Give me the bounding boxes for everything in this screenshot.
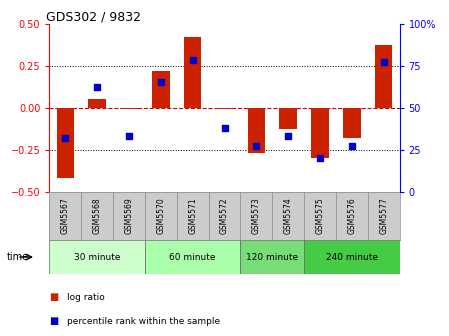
Text: GSM5567: GSM5567 xyxy=(61,198,70,234)
Bar xyxy=(57,108,74,178)
Text: 120 minute: 120 minute xyxy=(246,253,298,261)
Bar xyxy=(304,240,400,274)
Text: GSM5576: GSM5576 xyxy=(348,198,357,234)
Text: GSM5574: GSM5574 xyxy=(284,198,293,234)
Text: GSM5571: GSM5571 xyxy=(188,198,197,234)
Text: ■: ■ xyxy=(49,316,59,326)
Text: GSM5572: GSM5572 xyxy=(220,198,229,234)
Text: log ratio: log ratio xyxy=(67,293,105,302)
Text: GSM5568: GSM5568 xyxy=(92,198,101,234)
Text: 30 minute: 30 minute xyxy=(74,253,120,261)
Text: GSM5570: GSM5570 xyxy=(156,198,165,234)
Text: GDS302 / 9832: GDS302 / 9832 xyxy=(46,10,141,24)
Text: GSM5577: GSM5577 xyxy=(379,198,388,234)
Bar xyxy=(184,37,202,108)
Text: 60 minute: 60 minute xyxy=(169,253,216,261)
Point xyxy=(62,135,69,140)
Point xyxy=(285,133,292,139)
Bar xyxy=(343,108,361,138)
Bar xyxy=(240,240,304,274)
Text: GSM5569: GSM5569 xyxy=(124,198,133,234)
Bar xyxy=(152,71,170,108)
Bar xyxy=(279,108,297,129)
Point xyxy=(380,59,387,65)
Point xyxy=(189,58,196,63)
Point xyxy=(317,155,324,161)
Text: GSM5573: GSM5573 xyxy=(252,198,261,234)
Point xyxy=(125,133,132,139)
Text: percentile rank within the sample: percentile rank within the sample xyxy=(67,317,220,326)
Bar xyxy=(120,108,138,109)
Text: GSM5575: GSM5575 xyxy=(316,198,325,234)
Point xyxy=(157,80,164,85)
Point xyxy=(253,143,260,149)
Text: 240 minute: 240 minute xyxy=(326,253,378,261)
Text: ■: ■ xyxy=(49,292,59,302)
Bar xyxy=(145,240,240,274)
Point xyxy=(348,143,356,149)
Bar xyxy=(49,240,145,274)
Bar xyxy=(311,108,329,158)
Bar xyxy=(247,108,265,153)
Bar xyxy=(375,45,392,108)
Text: time: time xyxy=(7,252,29,262)
Point xyxy=(93,85,101,90)
Bar xyxy=(88,99,106,108)
Bar xyxy=(216,108,233,109)
Point xyxy=(221,125,228,130)
